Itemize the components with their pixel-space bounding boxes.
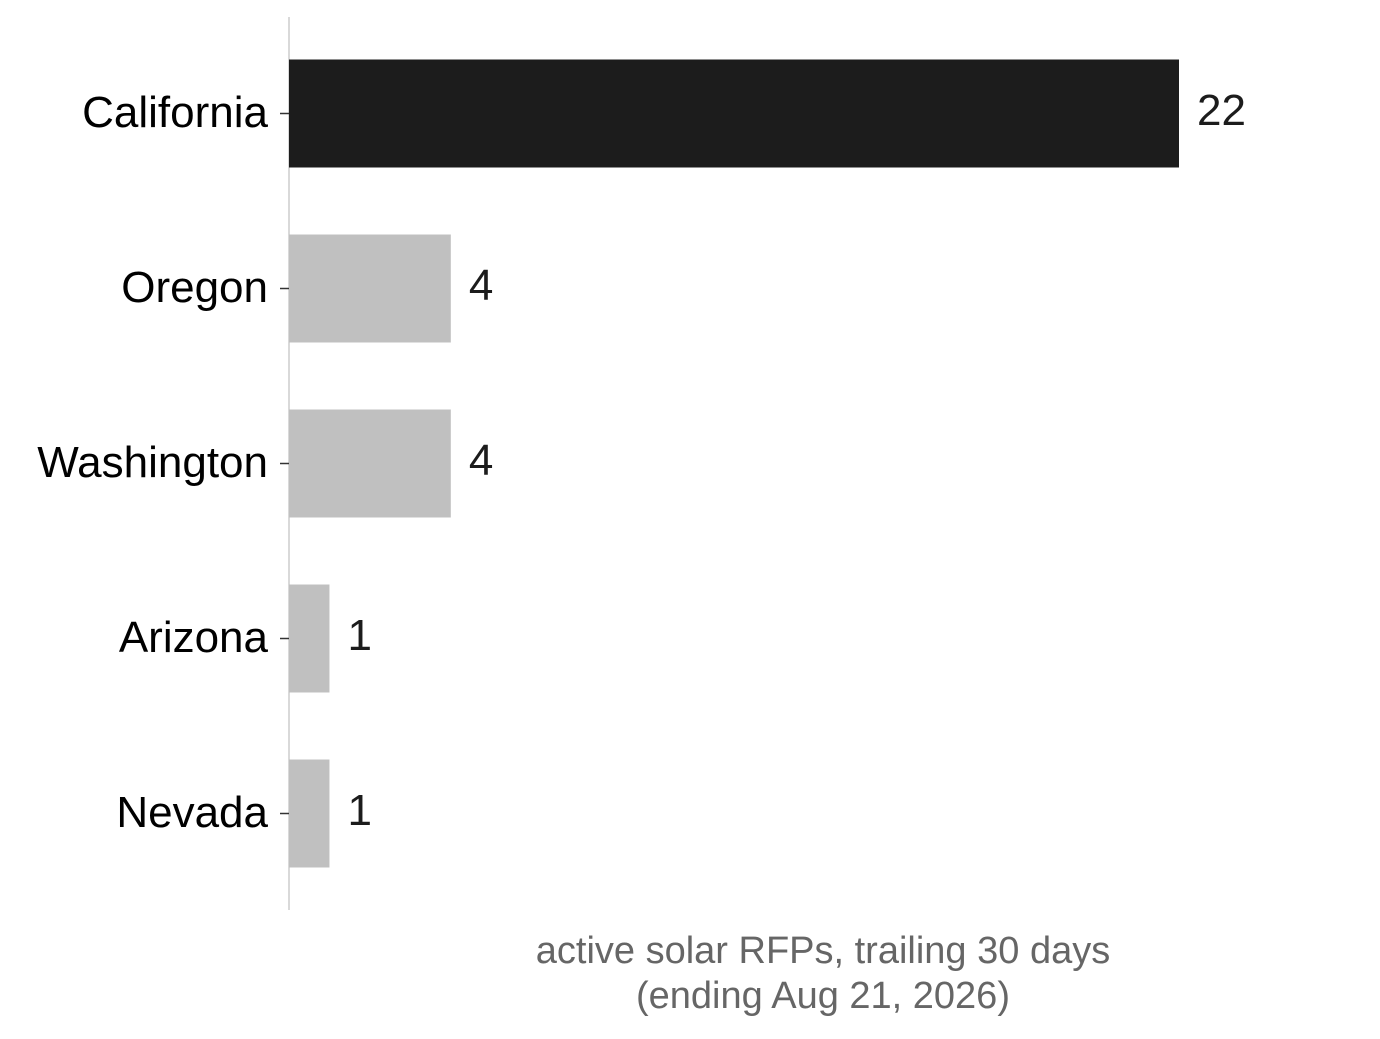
bar bbox=[289, 234, 451, 343]
y-tick-label: Oregon bbox=[121, 263, 268, 312]
value-label: 22 bbox=[1197, 86, 1246, 135]
y-tick-label: Washington bbox=[37, 438, 268, 487]
bar bbox=[289, 759, 330, 868]
y-tick-label: California bbox=[82, 88, 268, 137]
bar bbox=[289, 59, 1179, 168]
value-label: 1 bbox=[347, 786, 371, 835]
x-axis-label: (ending Aug 21, 2026) bbox=[636, 975, 1010, 1017]
x-axis-label: active solar RFPs, trailing 30 days bbox=[536, 930, 1110, 972]
value-label: 4 bbox=[469, 261, 493, 310]
bar bbox=[289, 584, 330, 693]
value-label: 1 bbox=[347, 611, 371, 660]
y-tick-label: Arizona bbox=[119, 613, 269, 662]
y-tick-label: Nevada bbox=[116, 788, 268, 837]
bar bbox=[289, 409, 451, 518]
value-label: 4 bbox=[469, 436, 493, 485]
